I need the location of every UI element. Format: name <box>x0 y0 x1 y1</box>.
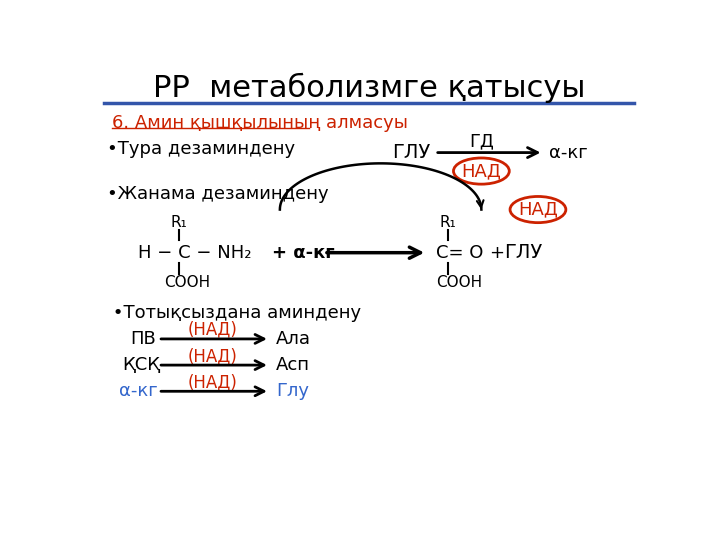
Text: COOH: COOH <box>436 275 482 290</box>
Text: •Тура дезаминдену: •Тура дезаминдену <box>107 140 295 159</box>
Text: +: + <box>489 244 504 262</box>
Text: РР  метаболизмге қатысуы: РР метаболизмге қатысуы <box>153 73 585 103</box>
Text: ҚСҚ: ҚСҚ <box>122 356 161 374</box>
Text: •Тотықсыздана аминдену: •Тотықсыздана аминдену <box>107 303 361 322</box>
Text: ГЛУ: ГЛУ <box>392 143 431 162</box>
Text: Ала: Ала <box>276 330 311 348</box>
Text: Глу: Глу <box>276 382 309 400</box>
Text: ГЛУ: ГЛУ <box>505 243 543 262</box>
Text: ПВ: ПВ <box>130 330 156 348</box>
Text: C= O: C= O <box>436 244 484 262</box>
Text: Асп: Асп <box>276 356 310 374</box>
Text: (НАД): (НАД) <box>187 373 238 391</box>
Text: •Жанама дезаминдену: •Жанама дезаминдену <box>107 185 328 203</box>
Text: α-кг: α-кг <box>549 144 588 161</box>
Text: ГД: ГД <box>469 133 494 151</box>
Text: H − C − NH₂: H − C − NH₂ <box>138 244 251 262</box>
Text: α-кг: α-кг <box>120 382 158 400</box>
Text: COOH: COOH <box>164 275 210 290</box>
Text: НАД: НАД <box>518 200 558 219</box>
Text: НАД: НАД <box>462 162 501 180</box>
Text: (НАД): (НАД) <box>187 321 238 339</box>
Text: 6. Амин қышқылының алмасуы: 6. Амин қышқылының алмасуы <box>112 114 408 132</box>
Text: R₁: R₁ <box>171 215 187 230</box>
Text: (НАД): (НАД) <box>187 347 238 365</box>
Text: R₁: R₁ <box>440 215 456 230</box>
Text: + α-кг: + α-кг <box>272 244 335 262</box>
